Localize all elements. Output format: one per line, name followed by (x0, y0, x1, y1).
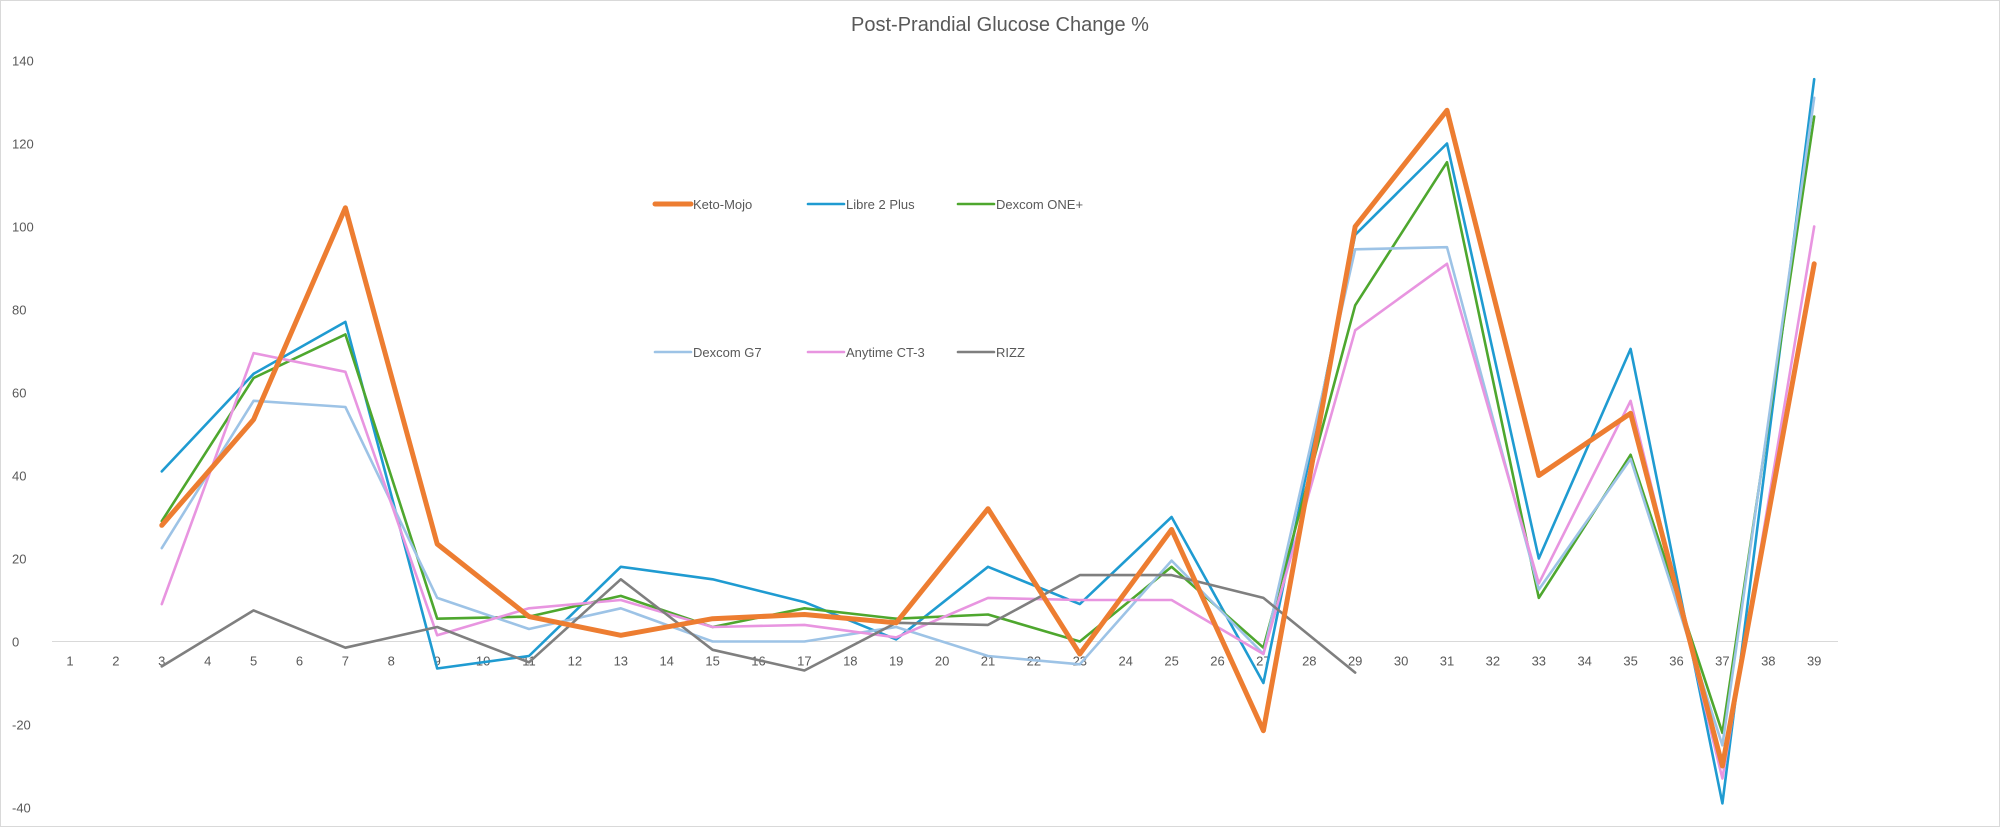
legend-label: Dexcom ONE+ (996, 197, 1083, 212)
x-tick-label: 4 (204, 654, 211, 669)
x-tick-label: 35 (1623, 654, 1637, 669)
x-tick-label: 19 (889, 654, 903, 669)
x-tick-label: 26 (1210, 654, 1224, 669)
x-tick-label: 39 (1807, 654, 1821, 669)
x-tick-label: 15 (705, 654, 719, 669)
x-tick-label: 8 (388, 654, 395, 669)
y-tick-label: 0 (12, 635, 19, 650)
chart-title: Post-Prandial Glucose Change % (851, 14, 1149, 36)
x-tick-label: 38 (1761, 654, 1775, 669)
y-tick-label: 60 (12, 386, 26, 401)
legend-label: Anytime CT-3 (846, 345, 925, 360)
x-tick-label: 3 (158, 654, 165, 669)
x-tick-label: 5 (250, 654, 257, 669)
x-axis: 1 2 3 4 5 6 7 8 9 10 11 12 13 14 15 16 17 18 19 20 21 22 23 24 2… (52, 641, 1838, 669)
y-tick-label: -20 (12, 718, 31, 733)
y-tick-label: 120 (12, 137, 34, 152)
y-tick-label: 80 (12, 303, 26, 318)
x-tick-label: 30 (1394, 654, 1408, 669)
series-line-dexcom-g7 (160, 96, 1816, 747)
y-tick-label: -40 (12, 801, 31, 816)
legend-label: RIZZ (996, 345, 1025, 360)
x-tick-label: 24 (1118, 654, 1132, 669)
series-line-keto-mojo (159, 107, 1817, 769)
legend-label: Dexcom G7 (693, 345, 762, 360)
x-tick-label: 32 (1486, 654, 1500, 669)
x-tick-label: 29 (1348, 654, 1362, 669)
x-tick-label: 28 (1302, 654, 1316, 669)
x-tick-label: 20 (935, 654, 949, 669)
legend-label: Libre 2 Plus (846, 197, 915, 212)
x-tick-label: 31 (1440, 654, 1454, 669)
x-tick-label: 18 (843, 654, 857, 669)
x-tick-label: 33 (1532, 654, 1546, 669)
y-tick-label: 140 (12, 54, 34, 69)
y-tick-label: 40 (12, 469, 26, 484)
series-line-rizz (160, 573, 1357, 674)
x-tick-label: 1 (66, 654, 73, 669)
x-tick-label: 25 (1164, 654, 1178, 669)
x-tick-label: 12 (568, 654, 582, 669)
x-tick-label: 17 (797, 654, 811, 669)
x-tick-label: 34 (1577, 654, 1591, 669)
x-tick-label: 14 (659, 654, 673, 669)
series-layer (159, 77, 1817, 805)
y-tick-label: 20 (12, 552, 26, 567)
series-line-dexcom-one- (160, 115, 1816, 735)
legend-label: Keto-Mojo (693, 197, 752, 212)
x-tick-label: 6 (296, 654, 303, 669)
x-tick-label: 9 (434, 654, 441, 669)
series-line-libre-2-plus (160, 77, 1816, 805)
y-axis-ticks: -40 -20 0 20 40 60 80 100 120 140 (12, 54, 34, 816)
x-tick-label: 2 (112, 654, 119, 669)
x-tick-label: 7 (342, 654, 349, 669)
x-tick-label: 36 (1669, 654, 1683, 669)
series-line-anytime-ct-3 (160, 225, 1816, 780)
legend: Keto-Mojo Libre 2 Plus Dexcom ONE+ Dexcom G… (652, 197, 1083, 360)
y-tick-label: 100 (12, 220, 34, 235)
x-tick-label: 37 (1715, 654, 1729, 669)
x-tick-label: 13 (614, 654, 628, 669)
